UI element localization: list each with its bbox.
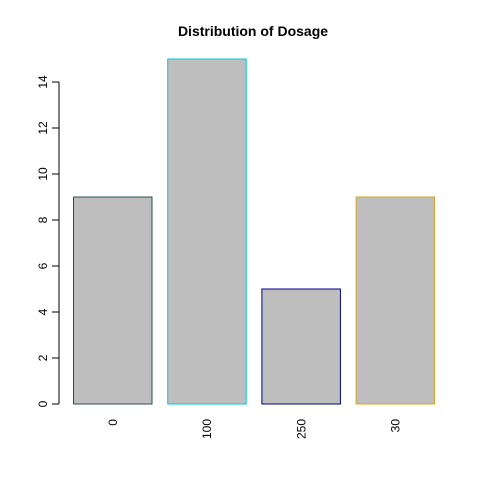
bar-30 xyxy=(355,196,436,405)
y-tick-label: 2 xyxy=(36,354,50,361)
bar-0 xyxy=(73,196,153,405)
y-axis: 0 2 4 6 8 10 12 14 xyxy=(36,75,60,407)
bars-group xyxy=(73,58,436,405)
chart-title: Distribution of Dosage xyxy=(178,23,328,39)
x-tick-label: 100 xyxy=(200,419,214,439)
y-tick-label: 10 xyxy=(36,167,50,181)
bar-100 xyxy=(167,58,247,405)
x-tick-labels: 0 100 250 30 xyxy=(106,419,403,439)
x-tick-label: 30 xyxy=(389,419,403,433)
y-tick-label: 8 xyxy=(36,216,50,223)
y-tick-label: 4 xyxy=(36,308,50,315)
bar-250 xyxy=(261,288,341,405)
y-tick-label: 14 xyxy=(36,75,50,89)
y-tick-label: 6 xyxy=(36,262,50,269)
x-tick-label: 0 xyxy=(106,419,120,426)
x-tick-label: 250 xyxy=(294,419,308,439)
y-tick-label: 0 xyxy=(36,400,50,407)
y-tick-label: 12 xyxy=(36,121,50,135)
